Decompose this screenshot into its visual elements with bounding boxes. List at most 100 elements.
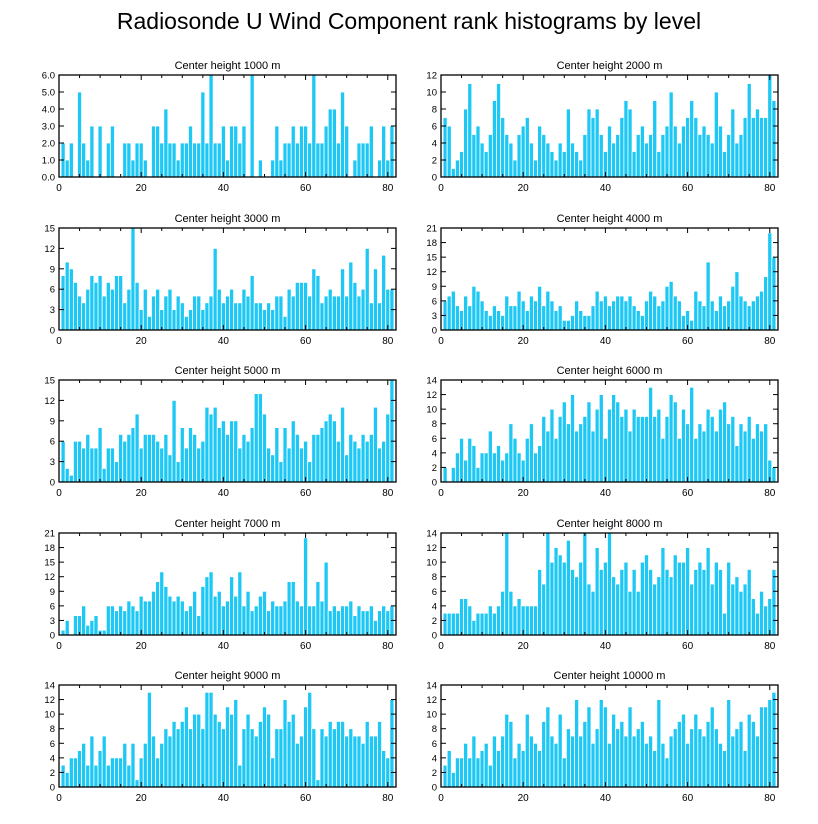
- x-tick-label: 20: [518, 336, 530, 347]
- histogram-bar: [233, 125, 239, 178]
- histogram-bar: [171, 600, 177, 636]
- histogram-bar: [750, 721, 756, 788]
- histogram-bar: [307, 295, 313, 331]
- histogram-bar: [138, 447, 144, 483]
- x-tick-label: 60: [682, 336, 694, 347]
- y-tick-label: 8: [432, 419, 437, 430]
- histogram-bar: [454, 612, 460, 636]
- histogram-bar: [491, 305, 497, 331]
- histogram-bar: [89, 447, 95, 483]
- histogram-bar: [537, 445, 543, 483]
- histogram-bar: [315, 275, 321, 331]
- histogram-bar: [220, 728, 226, 788]
- histogram-bar: [331, 420, 337, 483]
- histogram-panel: Center height 9000 m 0 20 40 60 80 0 2 4 6 8 10 12 14: [44, 670, 397, 804]
- y-tick-label: 15: [44, 376, 55, 387]
- histogram-bar: [233, 420, 239, 483]
- histogram-bar: [192, 433, 198, 483]
- histogram-bar: [286, 721, 292, 788]
- histogram-bar: [730, 416, 736, 483]
- panel-title: Center height 9000 m: [175, 670, 281, 682]
- histogram-bar: [220, 420, 226, 483]
- histogram-bar: [479, 612, 485, 636]
- histogram-bar: [709, 706, 715, 788]
- plot-frame: [440, 379, 779, 483]
- histogram-bar: [450, 168, 456, 178]
- histogram-bar: [750, 437, 756, 483]
- y-tick-label: 4: [432, 753, 437, 764]
- histogram-bar: [496, 83, 501, 178]
- x-tick-label: 80: [764, 336, 776, 347]
- histogram-bar: [204, 142, 210, 178]
- histogram-bar: [352, 735, 358, 788]
- histogram-bar: [516, 452, 522, 483]
- y-tick-label: 12: [44, 572, 55, 583]
- y-tick-label: 12: [426, 71, 437, 82]
- histogram-bar: [175, 595, 181, 636]
- histogram-bar: [586, 706, 592, 788]
- histogram-bar: [142, 433, 148, 483]
- histogram-bar: [479, 452, 485, 483]
- histogram-bar: [368, 302, 374, 331]
- histogram-bar: [208, 571, 214, 636]
- plot-frame: [58, 227, 397, 331]
- y-tick-label: 9: [50, 587, 55, 598]
- histogram-bar: [500, 735, 506, 788]
- histogram-bar: [722, 612, 728, 636]
- histogram-bar: [163, 586, 169, 636]
- histogram-bar: [454, 159, 460, 178]
- histogram-bar: [561, 401, 567, 483]
- histogram-bar: [348, 433, 354, 483]
- histogram-bar: [327, 721, 333, 788]
- histogram-bar: [450, 467, 456, 483]
- histogram-bar: [467, 605, 473, 636]
- x-tick-label: 0: [56, 488, 62, 499]
- histogram-bar: [122, 610, 128, 636]
- histogram-bar: [249, 74, 255, 178]
- histogram-bar: [676, 437, 682, 483]
- panel-title: Center height 7000 m: [175, 518, 281, 530]
- histogram-bar: [685, 547, 691, 636]
- histogram-bar: [479, 142, 485, 178]
- histogram-bar: [594, 728, 600, 788]
- histogram-bar: [557, 416, 563, 483]
- histogram-bar: [155, 288, 161, 331]
- histogram-bar: [225, 159, 230, 178]
- histogram-bar: [114, 275, 119, 331]
- histogram-bar: [364, 721, 370, 788]
- histogram-bar: [681, 713, 686, 788]
- histogram-bar: [586, 315, 592, 331]
- histogram-bar: [179, 302, 185, 331]
- histogram-bar: [570, 315, 575, 331]
- histogram-bar: [208, 295, 214, 331]
- histogram-bar: [155, 757, 161, 788]
- histogram-bar: [225, 433, 230, 483]
- x-tick-label: 0: [56, 641, 62, 652]
- histogram-bar: [245, 295, 251, 331]
- histogram-bar: [561, 757, 567, 788]
- histogram-bar: [487, 764, 493, 788]
- histogram-bar: [340, 406, 346, 483]
- histogram-bar: [212, 595, 218, 636]
- histogram-bar: [81, 447, 87, 483]
- histogram-bar: [356, 142, 362, 178]
- histogram-bar: [319, 600, 325, 636]
- histogram-bar: [299, 447, 304, 483]
- histogram-bar: [381, 125, 387, 178]
- histogram-bar: [668, 281, 674, 331]
- histogram-bar: [130, 427, 136, 483]
- y-tick-label: 6: [50, 437, 55, 448]
- y-tick-label: 15: [426, 253, 437, 264]
- histogram-bar: [282, 142, 288, 178]
- histogram-bar: [627, 108, 633, 178]
- x-tick-label: 20: [136, 336, 148, 347]
- histogram-bar: [545, 532, 551, 636]
- histogram-bar: [372, 406, 378, 483]
- histogram-bar: [607, 742, 612, 788]
- histogram-bar: [340, 268, 346, 331]
- histogram-bar: [368, 735, 374, 788]
- histogram-bar: [360, 433, 366, 483]
- histogram-bar: [771, 100, 777, 178]
- y-tick-label: 0: [50, 478, 55, 489]
- histogram-bar: [241, 605, 247, 636]
